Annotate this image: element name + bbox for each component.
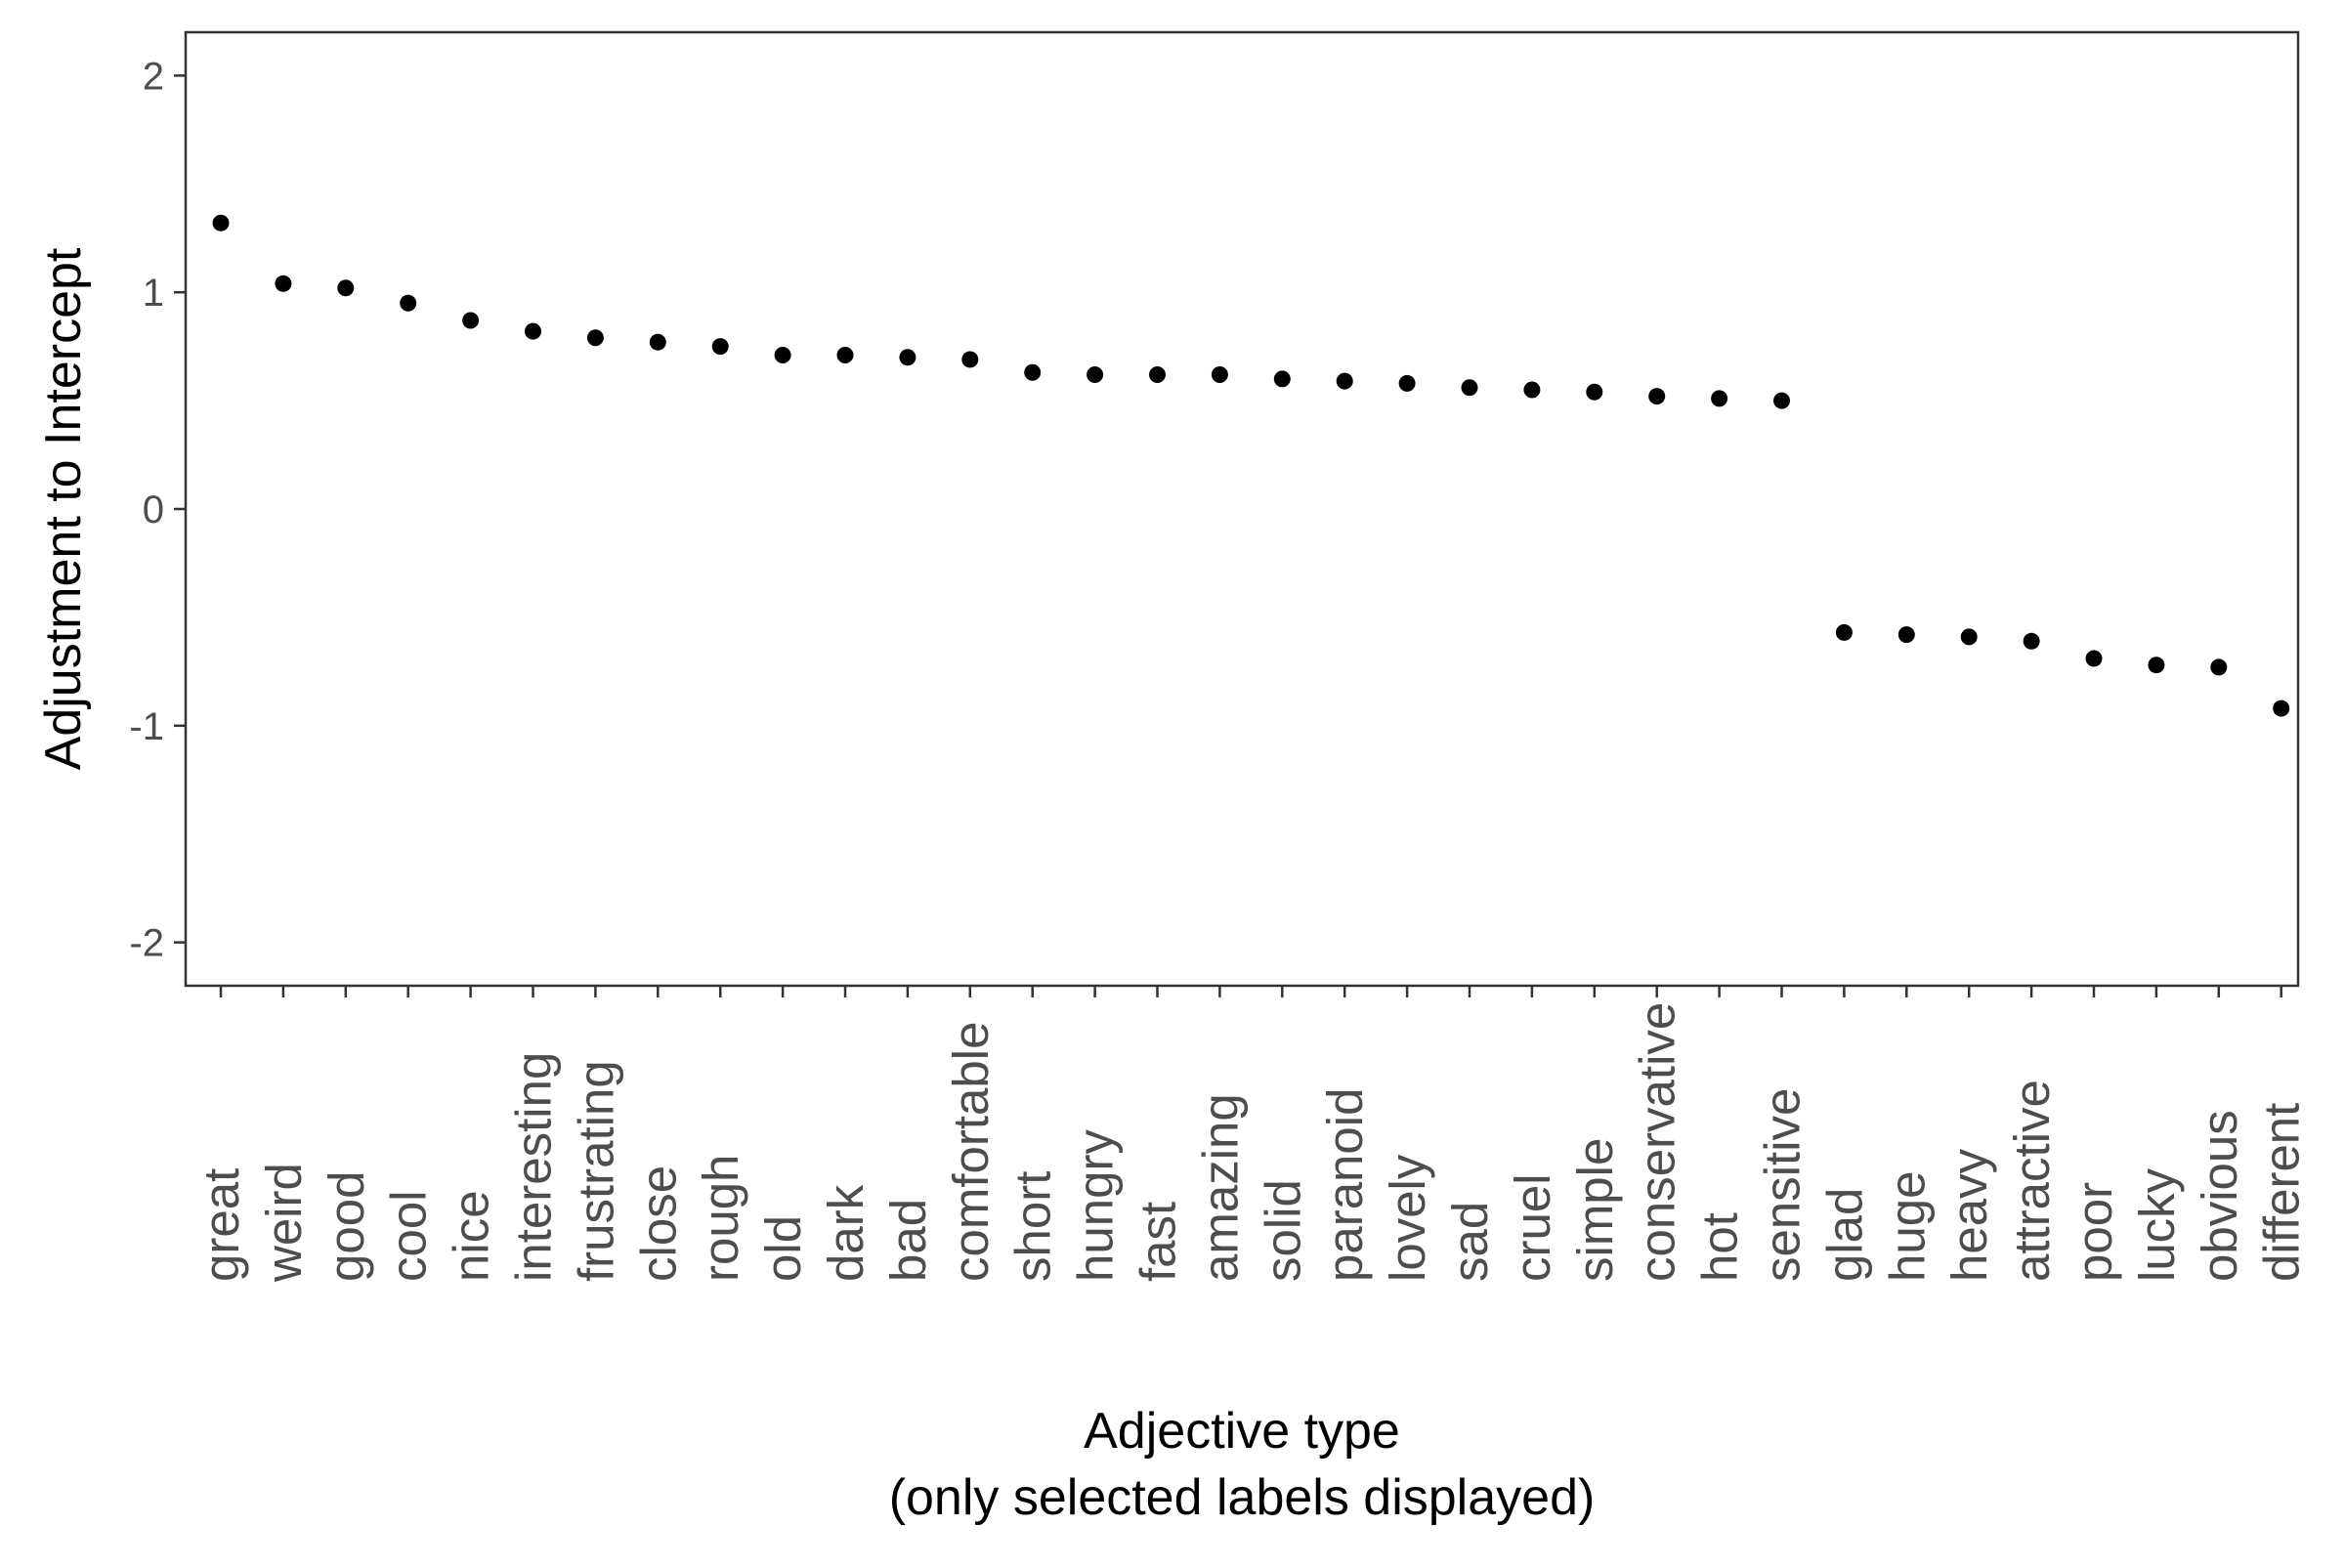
x-tick-label: bad — [880, 1199, 936, 1282]
data-point — [774, 347, 791, 364]
plot-panel-border — [184, 30, 2300, 988]
data-point — [1711, 390, 1728, 407]
x-tick-label: conservative — [1630, 1002, 1685, 1282]
x-tick-label: amazing — [1192, 1093, 1248, 1282]
x-tick-label: weird — [256, 1163, 312, 1283]
x-tick-label: hot — [1692, 1212, 1748, 1282]
data-point — [2023, 632, 2040, 650]
x-tick-label: simple — [1567, 1138, 1623, 1282]
y-axis: -2 -1 0 1 2 — [129, 55, 186, 965]
x-tick-label: dark — [818, 1184, 874, 1282]
data-point — [337, 279, 355, 297]
data-point — [1586, 383, 1603, 401]
data-point — [462, 312, 480, 329]
data-point — [1773, 392, 1790, 409]
data-point — [836, 347, 854, 364]
data-point — [400, 294, 417, 312]
x-tick-label: good — [319, 1171, 374, 1282]
x-axis-subtitle: (only selected labels displayed) — [889, 1469, 1596, 1526]
data-point — [1149, 365, 1166, 383]
data-point — [525, 322, 541, 340]
x-tick-label: paranoid — [1317, 1088, 1373, 1283]
data-point — [1523, 381, 1541, 399]
x-tick-label: huge — [1879, 1171, 1935, 1282]
x-axis: great weird good cool nice interesting frustra… — [193, 986, 2310, 1283]
x-tick-label: lovely — [1380, 1154, 1435, 1282]
x-tick-label: sad — [1442, 1202, 1498, 1282]
data-point — [1024, 363, 1042, 381]
x-tick-label: poor — [2067, 1182, 2122, 1282]
x-tick-label: fast — [1130, 1202, 1186, 1282]
data-point — [1211, 365, 1228, 383]
data-point — [649, 333, 666, 351]
data-point — [2148, 657, 2165, 674]
data-point — [1960, 628, 1978, 646]
x-tick-label: solid — [1255, 1179, 1310, 1282]
data-point — [1087, 365, 1104, 383]
x-tick-label: lucky — [2129, 1167, 2185, 1282]
y-tick-label: -1 — [129, 705, 164, 748]
data-point — [2273, 699, 2290, 717]
data-point — [961, 351, 979, 368]
x-tick-label: sensitive — [1755, 1088, 1811, 1282]
data-point — [275, 275, 292, 292]
x-tick-label: comfortable — [943, 1022, 999, 1282]
data-point — [586, 329, 604, 347]
x-tick-label: obvious — [2192, 1110, 2247, 1282]
data-point — [711, 338, 729, 356]
x-tick-label: heavy — [1941, 1148, 1997, 1282]
x-tick-label: different — [2254, 1103, 2310, 1282]
x-tick-label: hungry — [1068, 1129, 1124, 1282]
x-tick-label: old — [755, 1215, 811, 1282]
x-tick-label: glad — [1816, 1188, 1872, 1282]
data-point — [1273, 370, 1291, 388]
x-tick-label: great — [193, 1168, 249, 1282]
y-tick-label: 2 — [143, 55, 164, 98]
data-points — [212, 214, 2290, 717]
x-tick-label: nice — [444, 1190, 499, 1282]
y-tick-label: 0 — [143, 488, 164, 531]
y-tick-label: -2 — [129, 922, 164, 965]
data-point — [1897, 626, 1915, 644]
data-point — [2210, 658, 2228, 676]
x-tick-label: rough — [693, 1155, 748, 1282]
data-point — [1336, 372, 1353, 390]
x-tick-label: frustrating — [568, 1060, 623, 1282]
y-axis-title: Adjustment to Intercept — [35, 247, 92, 770]
x-tick-label: attractive — [2004, 1080, 2060, 1282]
data-point — [1461, 379, 1478, 397]
x-tick-label: interesting — [506, 1052, 562, 1282]
data-point — [212, 214, 230, 232]
y-tick-label: 1 — [143, 272, 164, 315]
x-tick-label: close — [630, 1165, 686, 1282]
x-tick-label: cool — [381, 1190, 437, 1282]
data-point — [899, 349, 917, 366]
data-point — [2085, 650, 2103, 667]
x-tick-label: short — [1005, 1171, 1061, 1282]
x-axis-title: Adjective type — [1084, 1403, 1400, 1460]
x-tick-label: cruel — [1505, 1173, 1560, 1282]
data-point — [1835, 623, 1853, 641]
data-point — [1648, 388, 1666, 405]
data-point — [1398, 374, 1416, 392]
